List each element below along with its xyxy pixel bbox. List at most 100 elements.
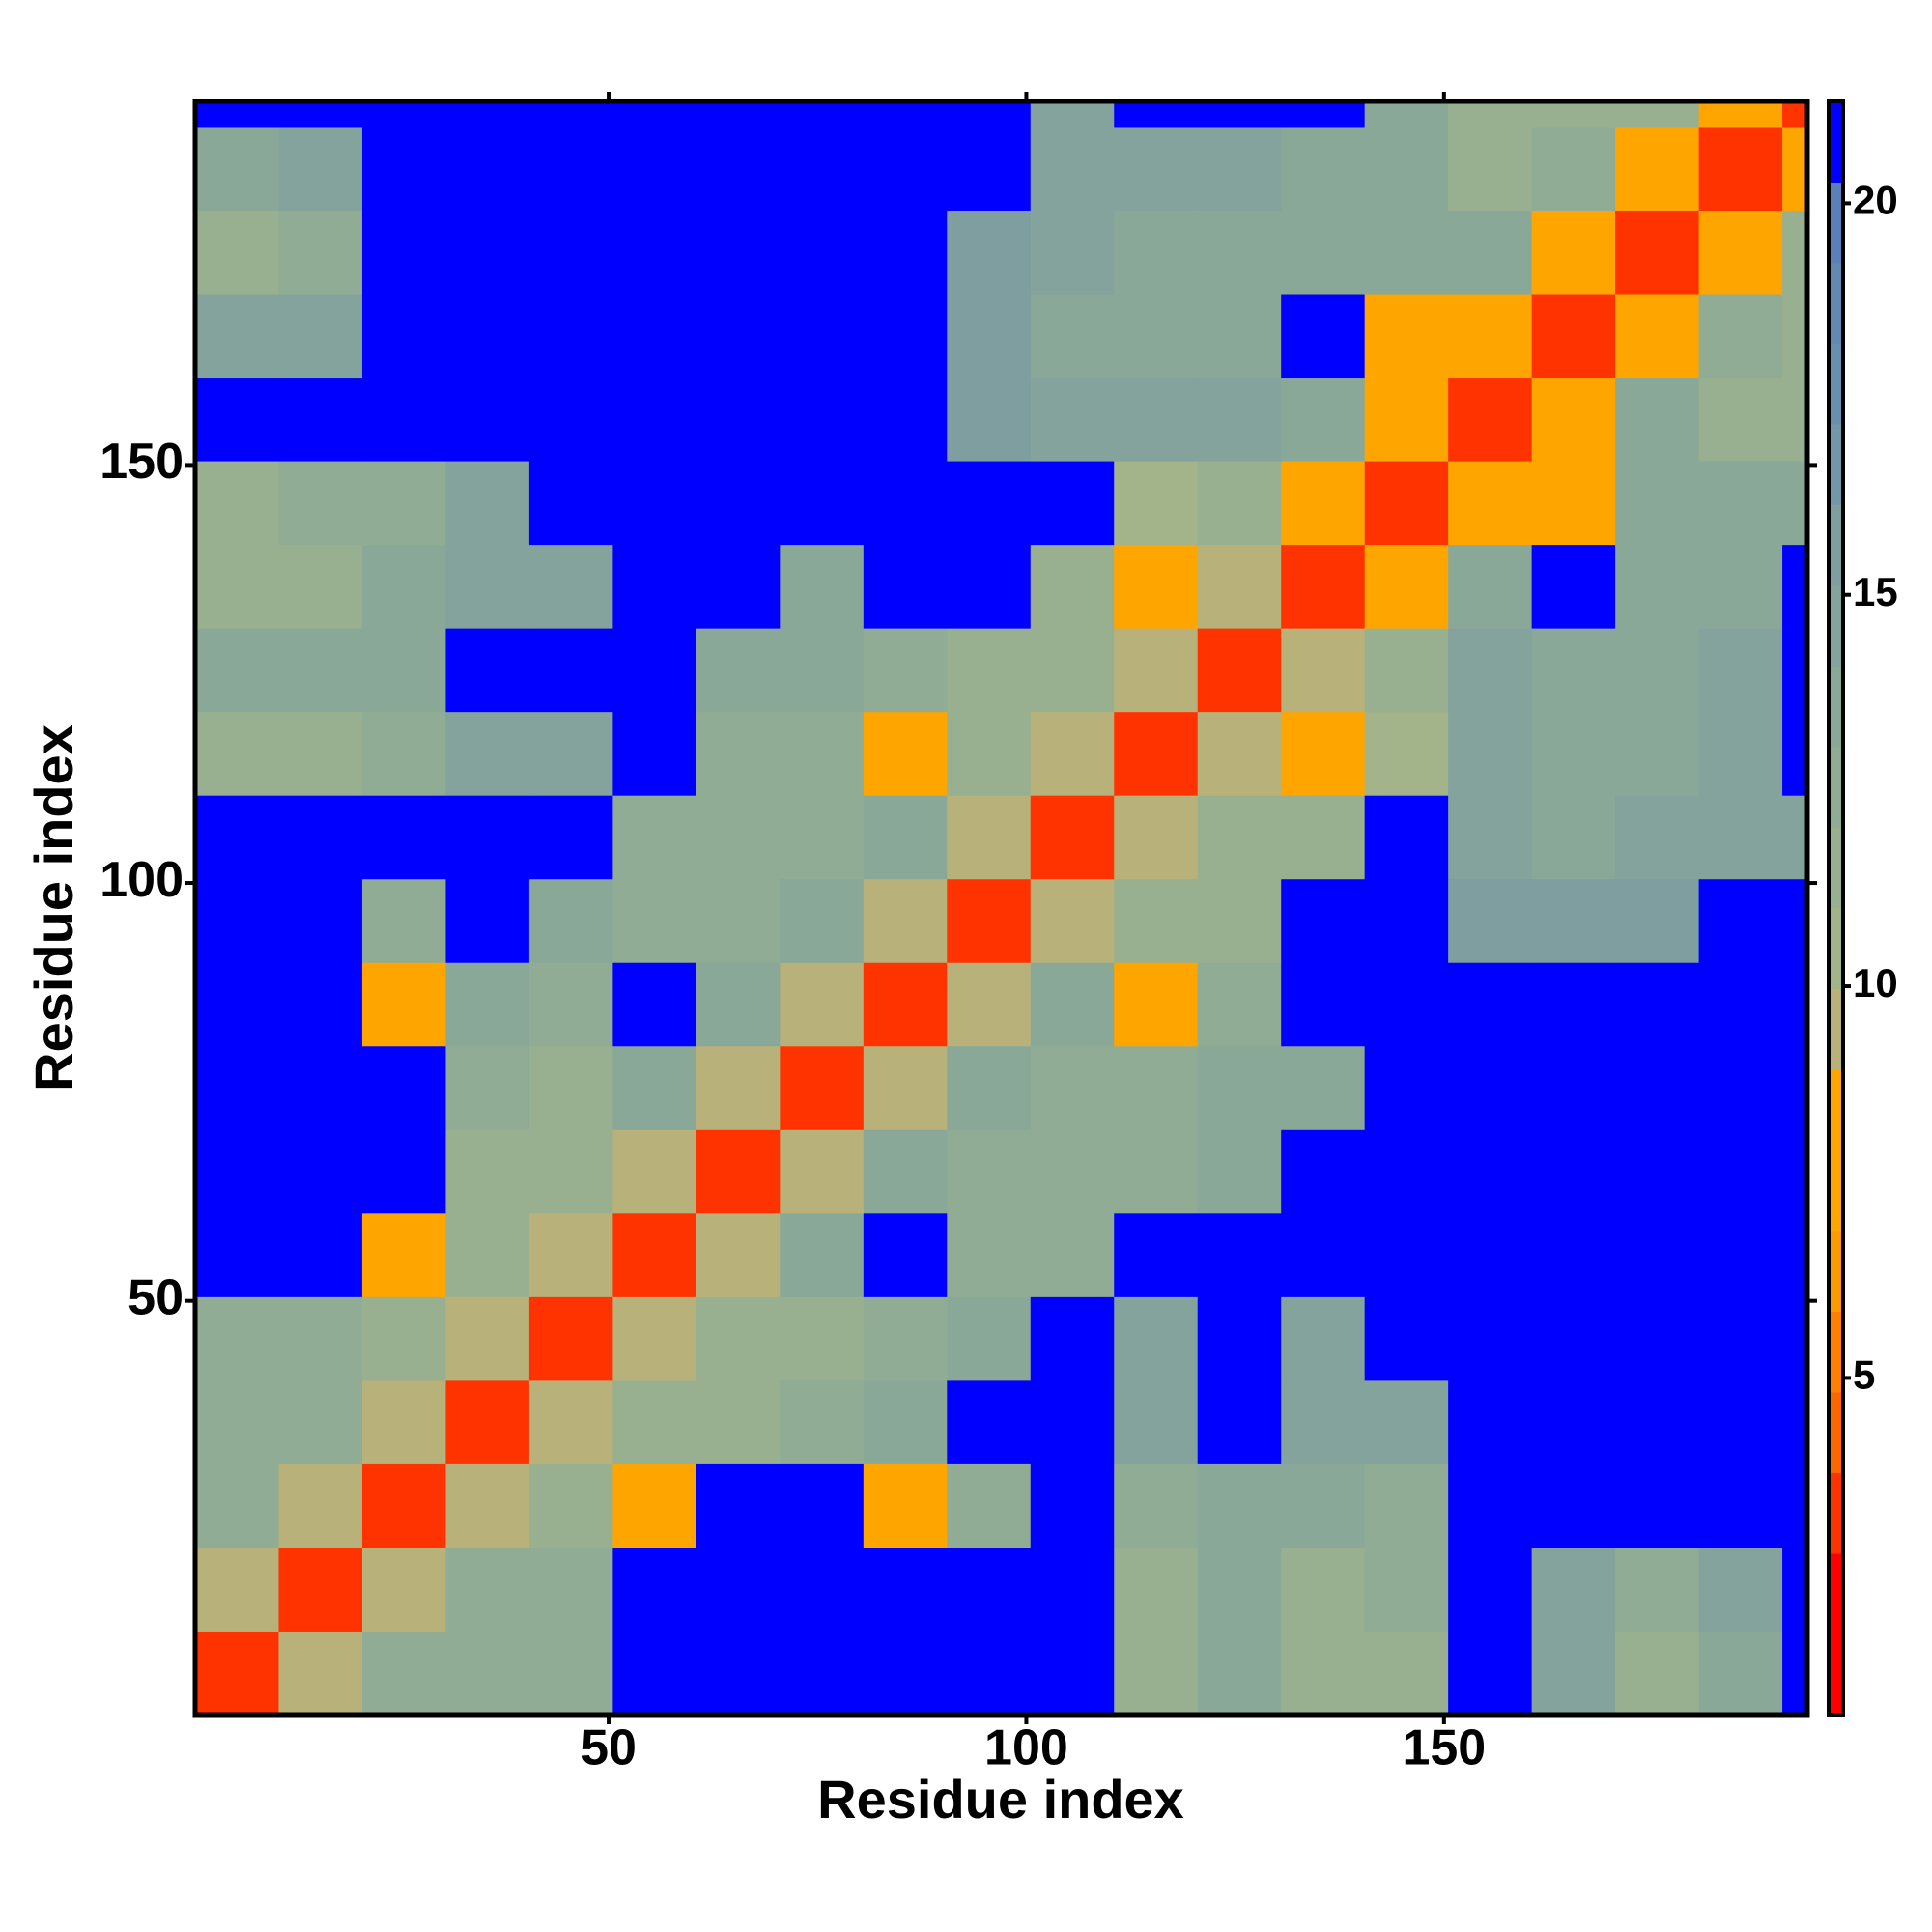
heatmap-cell — [1531, 1212, 1616, 1297]
axes: 50 100 150 50 100 150 — [99, 92, 1817, 1776]
heatmap-cell — [612, 795, 697, 880]
heatmap-cell — [1448, 544, 1533, 629]
heatmap-cell — [947, 1631, 1032, 1716]
heatmap-cell — [1030, 1547, 1115, 1632]
heatmap-cell — [1030, 210, 1115, 295]
heatmap-cell — [1364, 795, 1449, 880]
heatmap-cell — [612, 1631, 697, 1716]
heatmap-cell — [445, 210, 530, 295]
heatmap-cell — [1030, 1379, 1115, 1464]
heatmap-cell — [1197, 1296, 1282, 1381]
heatmap-cell — [528, 1463, 613, 1548]
heatmap-cell — [1615, 210, 1700, 295]
heatmap-cell — [1281, 711, 1366, 796]
heatmap-cell — [780, 1547, 865, 1632]
y-axis-title: Residue index — [23, 724, 84, 1092]
colorbar-band — [1829, 1634, 1843, 1716]
heatmap-cell — [1030, 377, 1115, 462]
heatmap-cell — [528, 1129, 613, 1214]
heatmap-cell — [612, 1379, 697, 1464]
heatmap-cell — [195, 210, 279, 295]
heatmap-cell — [1615, 1045, 1700, 1130]
heatmap-cell — [528, 1379, 613, 1464]
heatmap-cell — [612, 544, 697, 629]
heatmap-cell — [863, 1379, 948, 1464]
heatmap-cells — [195, 101, 1808, 1716]
heatmap-cell — [1615, 126, 1700, 211]
heatmap-cell — [1281, 962, 1366, 1047]
heatmap-cell — [1281, 544, 1366, 629]
heatmap-cell — [1615, 461, 1700, 546]
heatmap-cell — [1364, 1379, 1449, 1464]
colorbar-band — [1829, 666, 1843, 748]
heatmap-cell — [1281, 101, 1366, 128]
heatmap-cell — [1448, 1463, 1533, 1548]
heatmap-cell — [278, 878, 363, 963]
heatmap-cell — [1114, 1631, 1199, 1716]
heatmap-cell — [1197, 1045, 1282, 1130]
heatmap-cell — [1698, 1463, 1783, 1548]
heatmap-cell — [1030, 1212, 1115, 1297]
heatmap-cell — [696, 628, 781, 713]
heatmap-cell — [361, 628, 446, 713]
heatmap-cell — [1531, 1379, 1616, 1464]
heatmap-cell — [195, 1463, 279, 1548]
heatmap-cell — [612, 1547, 697, 1632]
heatmap-cell — [445, 294, 530, 379]
heatmap-cell — [195, 126, 279, 211]
heatmap-cell — [696, 1045, 781, 1130]
heatmap-cell — [1615, 1129, 1700, 1214]
heatmap-cell — [528, 628, 613, 713]
heatmap-cell — [361, 1547, 446, 1632]
heatmap-cell — [528, 1296, 613, 1381]
heatmap-cell — [1698, 1045, 1783, 1130]
heatmap-cell — [1448, 294, 1533, 379]
heatmap-cell — [863, 101, 948, 128]
heatmap-cell — [1197, 544, 1282, 629]
heatmap-cell — [445, 1045, 530, 1130]
heatmap-cell — [1281, 126, 1366, 211]
heatmap-cell — [1448, 1631, 1533, 1716]
heatmap-cell — [195, 711, 279, 796]
heatmap-cell — [696, 461, 781, 546]
heatmap-cell — [1448, 1547, 1533, 1632]
heatmap-cell — [696, 795, 781, 880]
heatmap-cell — [278, 1631, 363, 1716]
heatmap-cell — [1448, 795, 1533, 880]
heatmap-cell — [1698, 461, 1783, 546]
heatmap-cell — [863, 544, 948, 629]
heatmap-cell — [1114, 101, 1199, 128]
heatmap-cell — [612, 878, 697, 963]
heatmap-cell — [1531, 1045, 1616, 1130]
heatmap-cell — [195, 461, 279, 546]
heatmap-cell — [1615, 1547, 1700, 1632]
heatmap-cell — [1114, 126, 1199, 211]
heatmap-cell — [1281, 628, 1366, 713]
heatmap-cell — [1782, 101, 1808, 128]
heatmap-cell — [528, 377, 613, 462]
heatmap-cell — [1782, 1631, 1808, 1716]
heatmap-cell — [528, 210, 613, 295]
heatmap-cell — [1615, 544, 1700, 629]
heatmap-cell — [1281, 1212, 1366, 1297]
heatmap-cell — [1782, 377, 1808, 462]
heatmap-cell — [1364, 210, 1449, 295]
heatmap-cell — [780, 1212, 865, 1297]
heatmap-cell — [361, 126, 446, 211]
heatmap-cell — [278, 1463, 363, 1548]
heatmap-cell — [1030, 544, 1115, 629]
heatmap-cell — [1281, 1631, 1366, 1716]
heatmap-cell — [780, 795, 865, 880]
heatmap-cell — [1030, 101, 1115, 128]
heatmap-cell — [1782, 210, 1808, 295]
heatmap-cell — [612, 1212, 697, 1297]
heatmap-cell — [278, 795, 363, 880]
heatmap-cell — [528, 1547, 613, 1632]
heatmap-cell — [863, 962, 948, 1047]
heatmap-cell — [696, 294, 781, 379]
heatmap-cell — [1531, 1631, 1616, 1716]
heatmap-cell — [1114, 1379, 1199, 1464]
heatmap-cell — [1364, 711, 1449, 796]
heatmap-cell — [195, 1631, 279, 1716]
heatmap-cell — [1281, 878, 1366, 963]
